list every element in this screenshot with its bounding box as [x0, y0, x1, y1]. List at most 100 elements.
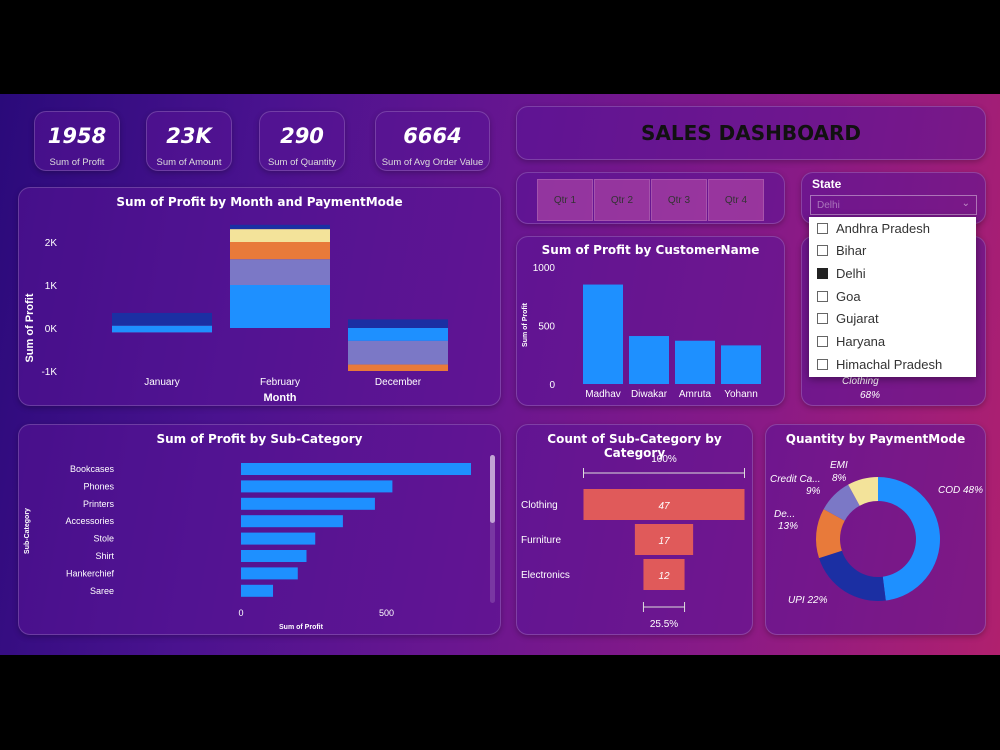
state-option-label: Delhi: [836, 265, 866, 281]
state-option[interactable]: Gujarat: [817, 308, 879, 330]
x-tick-label: 500: [379, 608, 394, 618]
bar: [241, 567, 298, 580]
x-tick-label: Amruta: [679, 389, 712, 400]
quarter-slicer: Qtr 1 Qtr 2 Qtr 3 Qtr 4: [516, 172, 785, 224]
chart-title: Sum of Profit by Sub-Category: [156, 432, 363, 446]
kpi-aov-card: 6664 Sum of Avg Order Value: [375, 111, 490, 171]
state-option-label: Andhra Pradesh: [836, 220, 930, 236]
y-axis-label: Sum of Profit: [24, 293, 36, 362]
x-axis-label: Month: [264, 392, 297, 404]
funnel-bar: [634, 524, 694, 555]
bar: [241, 497, 375, 510]
y-tick-label: 500: [538, 322, 555, 333]
chart-title: Sum of Profit by CustomerName: [541, 243, 760, 257]
bar: [241, 480, 393, 493]
y-tick-label: Hankerchief: [66, 568, 115, 578]
page-title: SALES DASHBOARD: [640, 121, 862, 145]
subcategory-funnel-chart: 100% 47 Clothing 17 Furniture 12 Electronics 25…: [521, 454, 745, 630]
profit-by-customer-chart: Sum of Profit 1000 500 0 Madhav Diwakar Amrut…: [522, 263, 761, 400]
y-axis-label: Sum of Profit: [522, 302, 529, 347]
state-option[interactable]: Haryana: [817, 331, 885, 353]
scrollbar[interactable]: [490, 455, 495, 603]
checkbox[interactable]: [817, 313, 828, 325]
profit-by-month-chart: Sum of Profit Month 2K 1K 0K -1K January Febr…: [24, 224, 448, 404]
y-tick-label: 0: [549, 380, 555, 391]
bar-segment: [348, 319, 448, 328]
checkbox[interactable]: [817, 290, 828, 302]
x-tick-label: February: [260, 377, 300, 388]
checkbox[interactable]: [817, 267, 828, 279]
state-option[interactable]: Goa: [817, 285, 861, 307]
bar-segment: [230, 285, 330, 328]
donut-label: 8%: [832, 473, 847, 484]
state-option-label: Gujarat: [836, 311, 879, 327]
donut-label: EMI: [830, 460, 848, 471]
kpi-profit-card: 1958 Sum of Profit: [34, 111, 120, 171]
bar: [721, 345, 761, 384]
funnel-category: Furniture: [521, 535, 561, 546]
chart-title: Count of Sub-Category by Category: [547, 432, 722, 460]
qtr-4-button[interactable]: Qtr 4: [708, 179, 764, 221]
state-option[interactable]: Himachal Pradesh: [817, 353, 942, 375]
bar: [241, 515, 343, 528]
checkbox[interactable]: [817, 358, 828, 370]
donut-label: COD 48%: [938, 485, 983, 496]
x-tick-label: Diwakar: [631, 389, 668, 400]
scrollbar-thumb[interactable]: [490, 455, 495, 523]
state-dropdown-list: Andhra Pradesh Bihar Delhi Goa Gujarat Haryan…: [809, 217, 976, 377]
checkbox[interactable]: [817, 336, 828, 347]
chart-title: Quantity by PaymentMode: [785, 432, 966, 446]
payment-donut-chart: COD 48% UPI 22% De...13% Credit Ca...9% EMI 8…: [770, 460, 983, 606]
state-option[interactable]: Andhra Pradesh: [817, 217, 930, 239]
bar: [629, 336, 669, 384]
quantity-by-payment-card: Quantity by PaymentMode COD 48% UPI 22% De…: [765, 424, 986, 635]
bar: [241, 532, 316, 545]
state-selected-value: Delhi: [817, 200, 840, 211]
bar-segment: [112, 325, 212, 333]
y-tick-label: 2K: [45, 238, 58, 249]
donut-label: De...: [774, 509, 795, 520]
qtr-1-button[interactable]: Qtr 1: [537, 179, 593, 221]
state-option-label: Bihar: [836, 243, 867, 259]
kpi-value: 6664: [403, 124, 462, 148]
qtr-2-button[interactable]: Qtr 2: [594, 179, 650, 221]
state-option-label: Himachal Pradesh: [836, 356, 943, 372]
donut-label: 9%: [806, 486, 821, 497]
donut-slice: [878, 477, 940, 601]
donut-slice: [819, 550, 886, 601]
kpi-label: Sum of Amount: [156, 157, 222, 168]
x-tick-label: Yohann: [724, 389, 758, 400]
pie-value: 68%: [860, 390, 881, 401]
y-tick-label: Accessories: [65, 516, 114, 526]
qtr-3-button[interactable]: Qtr 3: [651, 179, 707, 221]
y-tick-label: 1K: [45, 281, 58, 292]
y-axis-label: Sub-Category: [24, 508, 31, 554]
checkbox[interactable]: [817, 245, 828, 257]
y-tick-label: Bookcases: [70, 464, 115, 474]
state-option-label: Goa: [836, 288, 861, 304]
x-tick-label: January: [144, 377, 180, 388]
kpi-quantity-card: 290 Sum of Quantity: [259, 111, 345, 171]
title-card: SALES DASHBOARD: [516, 106, 986, 160]
kpi-value: 290: [280, 124, 324, 148]
state-option[interactable]: Delhi: [817, 262, 866, 284]
pie-label: Clothing: [842, 376, 879, 387]
state-dropdown[interactable]: Delhi ⌄: [810, 195, 977, 215]
y-tick-label: Shirt: [95, 551, 114, 561]
donut-label: 13%: [778, 521, 798, 532]
state-option-label: Haryana: [836, 334, 886, 349]
profit-by-month-card: Sum of Profit by Month and PaymentMode S…: [18, 187, 501, 406]
y-tick-label: -1K: [41, 367, 57, 378]
checkbox[interactable]: [817, 222, 828, 234]
chevron-down-icon: ⌄: [961, 198, 970, 209]
funnel-value: 12: [658, 571, 670, 582]
kpi-value: 23K: [166, 124, 212, 148]
funnel-category: Electronics: [521, 570, 570, 581]
subcategory-count-card: Count of Sub-Category by Category 100% 47…: [516, 424, 753, 635]
bar-segment: [348, 340, 448, 365]
bar-segment: [230, 242, 330, 260]
state-option[interactable]: Bihar: [817, 240, 866, 262]
bar-segment: [348, 364, 448, 371]
bar-segment: [348, 328, 448, 341]
state-label: State: [812, 177, 842, 191]
